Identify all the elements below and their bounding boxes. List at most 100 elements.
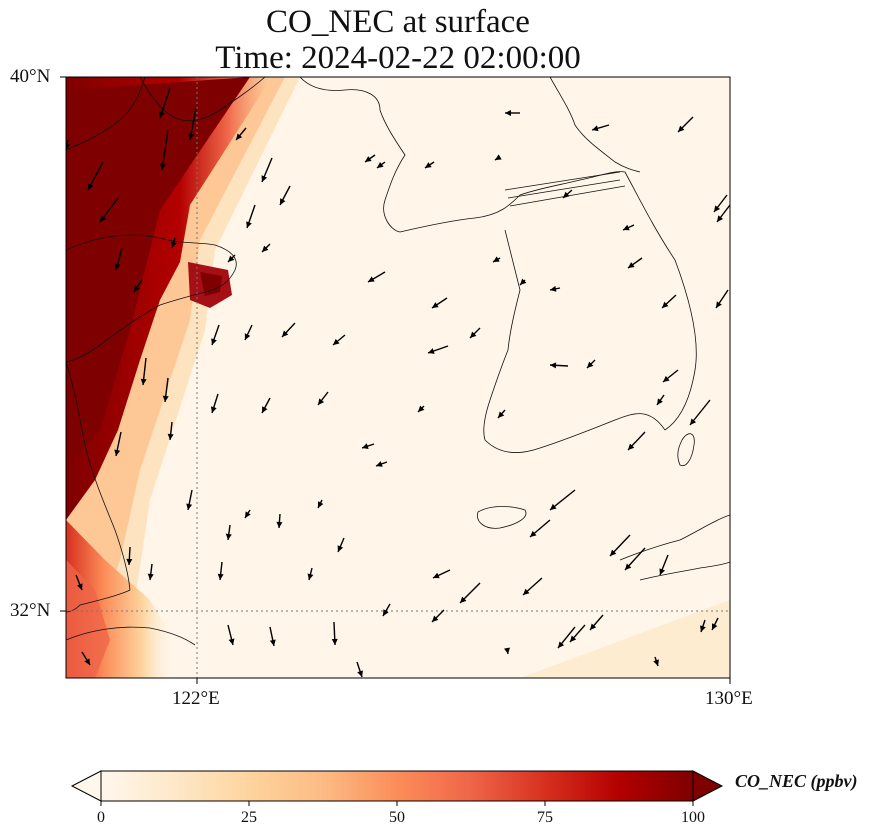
wind-vector-head (520, 278, 527, 285)
wind-vector-head (84, 658, 90, 665)
map-frame (65, 76, 731, 679)
wind-vector-head (134, 285, 140, 292)
lat-label-40n: 40°N (10, 66, 51, 87)
wind-vector-head (498, 411, 505, 418)
wind-vector-head (147, 573, 154, 580)
wind-vector-head (228, 638, 235, 645)
wind-vector-head (714, 205, 721, 212)
wind-vector-head (418, 405, 425, 412)
wind-vector-head (331, 638, 338, 645)
colorbar-tick-25: 25 (241, 809, 257, 826)
colorbar-extend-low (70, 770, 102, 802)
wind-vector-head (337, 545, 344, 552)
wind-vector-head (244, 333, 251, 340)
wind-vector-head (678, 125, 685, 132)
wind-vector-head (261, 175, 268, 182)
coastlines (66, 77, 730, 646)
wind-vector-head (377, 162, 384, 168)
wind-vector-head (100, 215, 106, 222)
wind-vector-head (368, 276, 375, 282)
wind-vector-head (428, 348, 435, 354)
wind-vector-head (530, 530, 537, 537)
lon-label-130e: 130°E (705, 688, 753, 709)
wind-vector-head (269, 639, 276, 646)
wind-vector-head (550, 362, 557, 369)
map-title: CO_NEC at surface (266, 4, 530, 40)
wind-vector-head (523, 588, 530, 595)
wind-vector-head (663, 375, 670, 382)
wind-vector-head (504, 647, 510, 654)
wind-vector-head (280, 198, 286, 205)
wind-vector-head (236, 133, 243, 140)
wind-vector-head (276, 521, 283, 528)
wind-vector-head (587, 361, 594, 368)
wind-vector-head (505, 110, 511, 116)
wind-vector (161, 129, 169, 171)
wind-vector-head (246, 221, 252, 228)
wind-vector-head (140, 378, 147, 385)
wind-vector-head (162, 395, 169, 402)
wind-vector-head (495, 154, 502, 160)
wind-vector-head (628, 262, 635, 268)
wind-vector-head (170, 241, 177, 248)
wind-vector-head (76, 583, 83, 590)
wind-vector-head (657, 398, 663, 405)
wind-vector-head (628, 443, 635, 450)
wind-vector-head (159, 163, 166, 170)
wind-vector-head (365, 156, 372, 162)
colorbar-tick-100: 100 (681, 809, 705, 826)
wind-vector-head (66, 143, 71, 150)
wind-vector-head (357, 670, 363, 677)
wind-vector-head (262, 406, 268, 413)
wind-vector-head (460, 596, 467, 603)
wind-vector-head (432, 302, 439, 308)
wind-vector-head (623, 224, 630, 231)
colorbar (70, 770, 724, 806)
lon-label-122e: 122°E (172, 688, 220, 709)
wind-vector-head (425, 162, 432, 168)
colorbar-gradient (101, 771, 693, 801)
colorbar-tick-50: 50 (389, 809, 405, 826)
wind-vector-head (563, 191, 570, 198)
wind-vector-head (167, 433, 174, 440)
wind-vector-head (114, 263, 121, 270)
wind-vector-head (376, 461, 383, 467)
wind-vector-head (282, 330, 289, 337)
wind-vector-head (550, 285, 557, 292)
colorbar-extend-high (692, 770, 724, 802)
wind-vector-head (700, 625, 706, 632)
wind-vector-head (558, 641, 565, 648)
wind-vector-head (432, 615, 439, 622)
axis-ticks (60, 76, 731, 684)
wind-vector-head (186, 503, 193, 510)
wind-vector-head (433, 572, 440, 579)
colorbar-tick-75: 75 (537, 809, 553, 826)
wind-vector-head (318, 398, 325, 405)
wind-vector-head (245, 511, 251, 518)
wind-vector-head (592, 125, 599, 132)
wind-vector-head (225, 533, 232, 540)
wind-vector-head (262, 245, 269, 252)
wind-vector-head (493, 256, 500, 262)
wind-vector-head (362, 443, 369, 449)
concentration-field (66, 77, 730, 678)
wind-vector-head (114, 449, 121, 456)
map-subtitle-time: Time: 2024-02-22 02:00:00 (215, 40, 581, 76)
wind-vector-head (716, 301, 722, 308)
wind-vector-head (662, 301, 669, 308)
wind-vector-head (188, 133, 195, 140)
wind-vector-head (228, 255, 235, 262)
wind-vector-head (590, 623, 597, 630)
wind-vector-head (653, 659, 659, 666)
colorbar-tick-0: 0 (97, 809, 105, 826)
lat-label-32n: 32°N (10, 600, 51, 621)
wind-vector-head (690, 418, 697, 425)
wind-vector-head (659, 568, 666, 575)
wind-vector-head (625, 563, 632, 570)
wind-vector-head (610, 549, 617, 556)
wind-vector-head (217, 573, 224, 580)
colorbar-label: CO_NEC (ppbv) (735, 771, 858, 791)
wind-vector-head (318, 501, 324, 508)
wind-vector-head (307, 573, 314, 580)
